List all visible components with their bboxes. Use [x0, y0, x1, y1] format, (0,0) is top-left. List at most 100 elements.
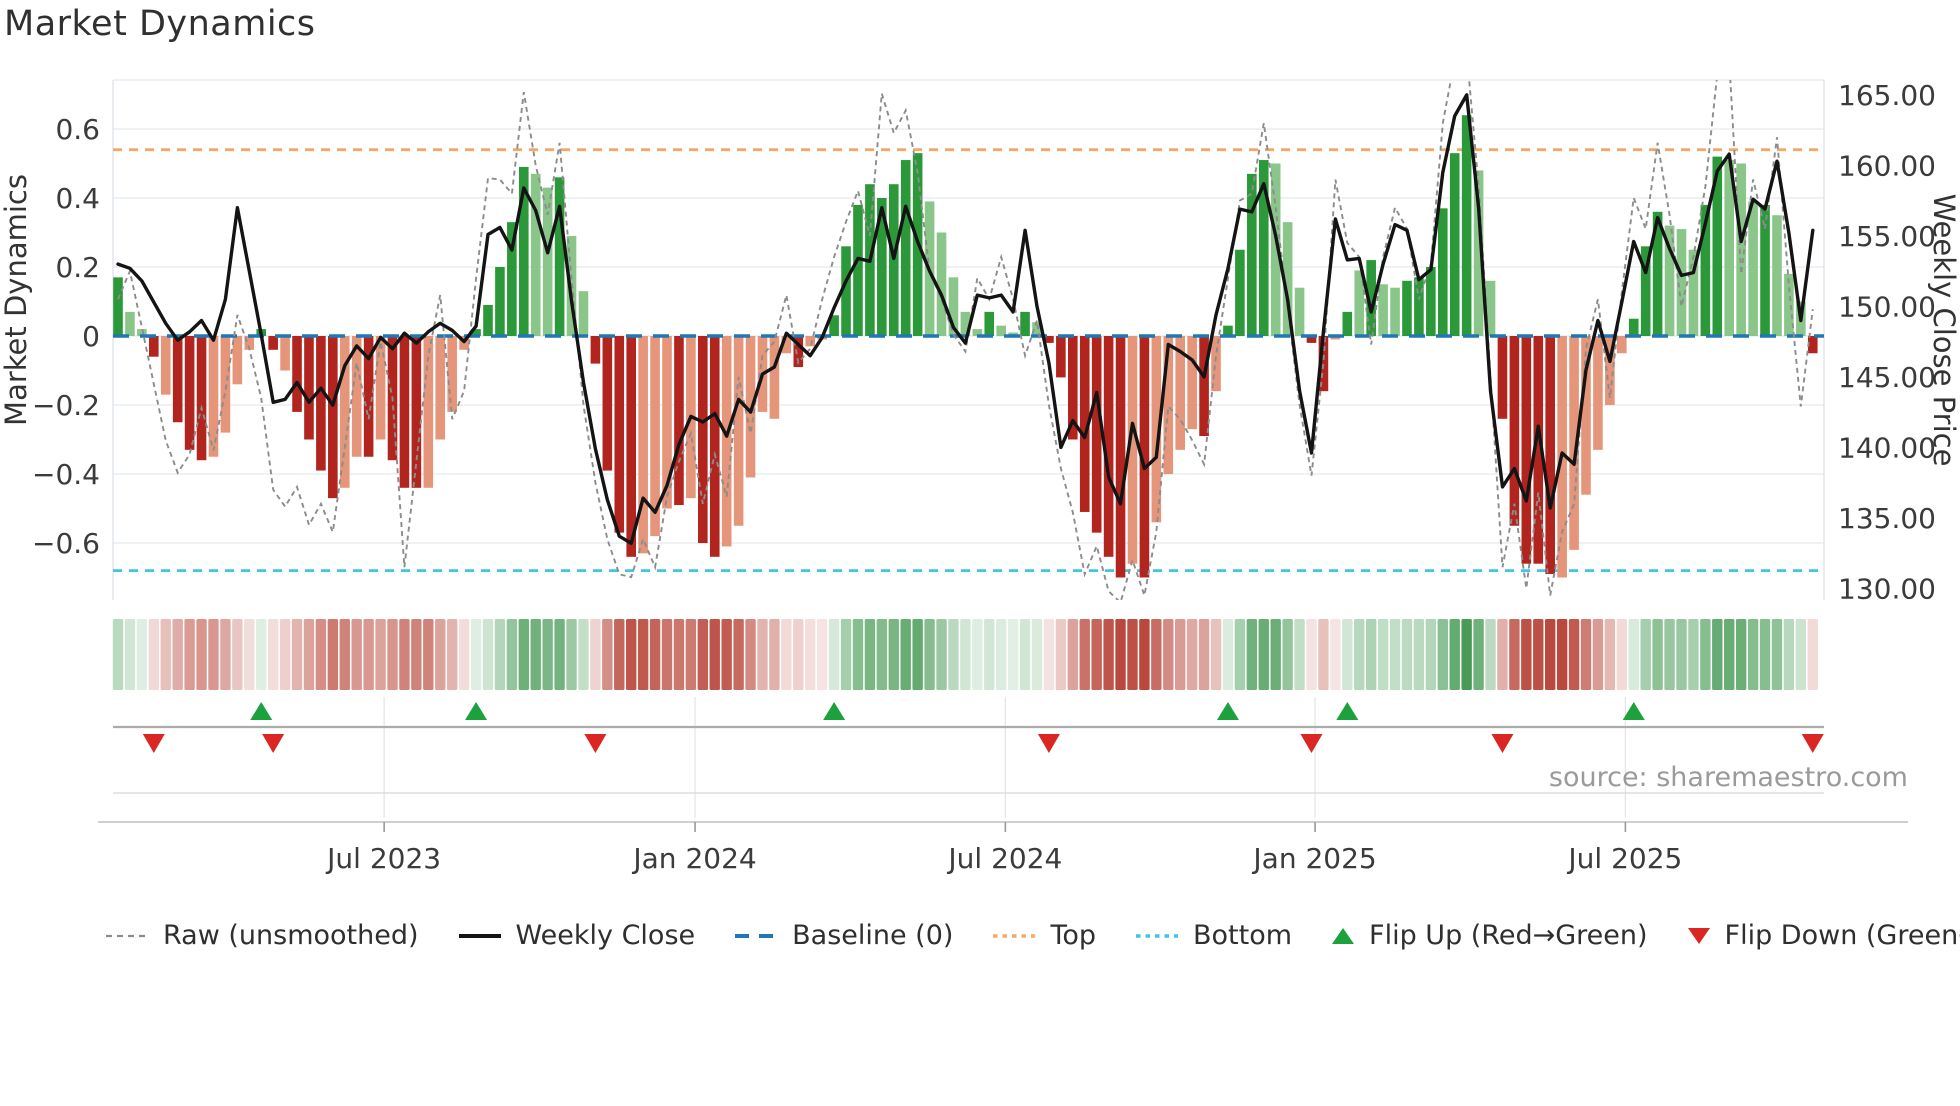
oscillator-bar — [1056, 336, 1066, 378]
heatmap-cell — [1055, 619, 1067, 690]
heatmap-cell — [1616, 619, 1628, 690]
oscillator-bar — [184, 336, 195, 450]
oscillator-bar — [1378, 284, 1388, 336]
oscillator-bar — [1294, 287, 1305, 336]
heatmap-cell — [1783, 619, 1795, 690]
oscillator-bar — [542, 187, 553, 336]
heatmap-cell — [1473, 619, 1484, 690]
oscillator-bar — [1652, 211, 1663, 336]
oscillator-bar — [1807, 336, 1818, 354]
heatmap-cell — [1580, 619, 1592, 690]
oscillator-bar — [471, 329, 481, 336]
oscillator-bar — [363, 336, 374, 457]
oscillator-bar — [232, 336, 243, 385]
oscillator-bar — [1258, 160, 1269, 336]
heatmap-cell — [315, 619, 327, 690]
heatmap-cell — [1282, 619, 1293, 690]
oscillator-bar — [1199, 336, 1209, 437]
oscillator-bar — [1617, 336, 1627, 354]
heatmap-cell — [1628, 619, 1639, 690]
heatmap-cell — [1198, 619, 1210, 690]
heatmap-cell — [506, 619, 518, 690]
oscillator-bar — [662, 336, 672, 509]
oscillator-bar — [125, 311, 135, 336]
heatmap-cell — [649, 619, 661, 690]
oscillator-bar — [196, 336, 207, 461]
heatmap-cell — [1724, 619, 1735, 690]
heatmap-cell — [566, 619, 577, 690]
oscillator-bars — [113, 115, 1818, 578]
oscillator-bar — [435, 336, 446, 440]
heatmap-cell — [458, 619, 470, 690]
heatmap-cell — [112, 619, 124, 690]
flip-up-marker — [465, 702, 488, 720]
heatmap-cell — [1592, 619, 1604, 690]
oscillator-bar — [1115, 336, 1126, 578]
x-axis: Jul 2023 Jan 2024 Jul 2024 Jan 2025 Jul 2025 — [98, 821, 1908, 875]
heatmap-cell — [673, 619, 685, 690]
legend-label: Raw (unsmoothed) — [163, 920, 419, 951]
y-tick-label-left: −0.4 — [32, 458, 100, 491]
oscillator-bar — [172, 336, 183, 423]
oscillator-bar — [208, 336, 219, 457]
y-tick-label-right: 160.00 — [1838, 149, 1936, 182]
x-tick-label: Jan 2024 — [631, 842, 756, 875]
heatmap-cell — [1807, 619, 1818, 690]
raw-line-swatch-icon — [104, 926, 150, 946]
y-tick-label-left: −0.6 — [32, 527, 100, 560]
oscillator-bar — [1151, 336, 1162, 523]
heatmap-cell — [1365, 619, 1377, 690]
flip-up-marker — [823, 702, 846, 720]
oscillator-bar — [1426, 267, 1436, 336]
heatmap-cell — [220, 619, 231, 690]
heatmap-cell — [232, 619, 243, 690]
oscillator-bar — [1581, 336, 1591, 495]
heatmap-cell — [327, 619, 339, 690]
oscillator-bar — [1342, 311, 1353, 336]
y-tick-label-right: 135.00 — [1838, 502, 1936, 535]
heatmap-cell — [793, 619, 804, 690]
heatmap-cell — [661, 619, 673, 690]
heatmap-cell — [399, 619, 410, 690]
heatmap-cell — [864, 619, 876, 690]
oscillator-bar — [1079, 336, 1090, 512]
oscillator-bar — [1211, 336, 1221, 392]
oscillator-bar — [518, 166, 529, 336]
y-tick-label-right: 150.00 — [1838, 290, 1936, 323]
heatmap-cell — [482, 619, 494, 690]
oscillator-bar — [554, 177, 565, 336]
oscillator-bar — [626, 336, 637, 557]
oscillator-bar — [137, 329, 147, 336]
oscillator-bar — [1593, 336, 1603, 450]
oscillator-bar — [1139, 336, 1150, 578]
legend-label: Baseline (0) — [792, 920, 954, 951]
oscillator-bar — [1449, 153, 1460, 336]
heatmap-cell — [423, 619, 434, 690]
heatmap-cell — [1485, 619, 1496, 690]
oscillator-bar — [948, 277, 959, 336]
oscillator-bar — [578, 291, 589, 336]
oscillator-bar — [900, 160, 911, 336]
oscillator-bar — [1712, 156, 1723, 336]
heatmap-cell — [1067, 619, 1078, 690]
bottom-line-swatch-icon — [1134, 926, 1180, 946]
heatmap-cell — [1377, 619, 1389, 690]
oscillator-bar — [638, 336, 648, 554]
oscillator-bar — [483, 304, 493, 336]
flip-down-marker — [584, 734, 607, 753]
oscillator-bar — [304, 336, 314, 440]
heatmap-cell — [196, 619, 207, 690]
oscillator-bar — [614, 336, 625, 533]
y-tick-label-left: 0.2 — [55, 251, 100, 284]
oscillator-bar — [1091, 336, 1102, 533]
heatmap-cell — [1449, 619, 1460, 690]
heatmap-cell — [1043, 619, 1055, 690]
oscillator-bar — [1772, 215, 1782, 336]
oscillator-bar — [590, 336, 601, 364]
oscillator-bar — [351, 336, 362, 457]
heatmap-cell — [816, 619, 828, 690]
heatmap-cell — [876, 619, 888, 690]
legend-item: Weekly Close — [457, 920, 695, 951]
